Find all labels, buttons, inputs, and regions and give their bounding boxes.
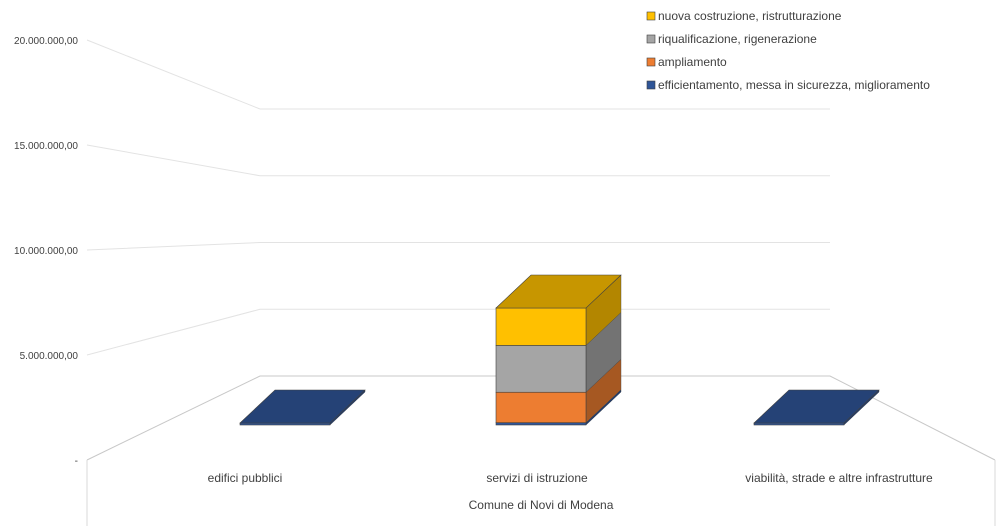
y-axis: - 5.000.000,00 10.000.000,00 15.000.000,00 2… — [14, 36, 78, 467]
bar-top — [239, 389, 366, 424]
legend-swatch — [646, 57, 656, 67]
bar-top — [753, 389, 880, 424]
legend-swatch — [646, 34, 656, 44]
category-label: servizi di istruzione — [486, 471, 588, 485]
y-tick-label: 5.000.000,00 — [20, 351, 79, 362]
category-label: viabilità, strade e altre infrastrutture — [745, 471, 933, 485]
legend-entry: riqualificazione, rigenerazione — [658, 32, 817, 46]
gridline — [86, 144, 830, 177]
category-axis: edifici pubblici servizi di istruzione via… — [208, 471, 933, 485]
y-tick-label: - — [75, 456, 78, 467]
gridline — [86, 242, 830, 251]
x-axis-title: Comune di Novi di Modena — [469, 498, 614, 512]
bar-segment — [495, 391, 587, 423]
legend-swatch — [646, 11, 656, 21]
y-tick-label: 10.000.000,00 — [14, 246, 78, 257]
bar-segment — [495, 345, 587, 393]
bar-top — [495, 274, 622, 309]
legend-entry: efficientamento, messa in sicurezza, mig… — [658, 78, 930, 92]
legend-entry: ampliamento — [658, 55, 727, 69]
bar-stack-2 — [495, 274, 622, 426]
legend: nuova costruzione, ristrutturazione riqua… — [646, 9, 930, 92]
y-tick-label: 15.000.000,00 — [14, 141, 78, 152]
bar-stack-1 — [239, 389, 366, 426]
y-tick-label: 20.000.000,00 — [14, 36, 78, 47]
legend-entry: nuova costruzione, ristrutturazione — [658, 9, 842, 23]
bar-stack-3 — [753, 389, 880, 426]
bar-segment — [495, 307, 587, 346]
gridline — [86, 308, 830, 356]
gridline — [86, 39, 830, 110]
bar-segment — [495, 422, 587, 426]
category-label: edifici pubblici — [208, 471, 283, 485]
legend-swatch — [646, 80, 656, 90]
bars — [239, 274, 880, 426]
